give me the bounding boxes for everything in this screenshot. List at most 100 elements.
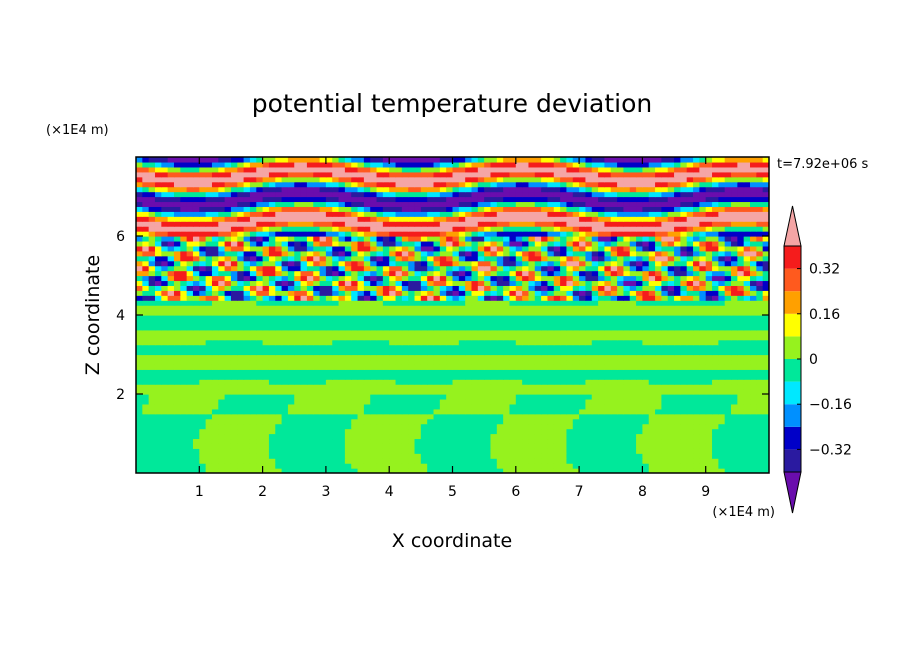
heatmap-cell xyxy=(199,226,207,232)
heatmap-cell xyxy=(237,275,245,282)
heatmap-cell xyxy=(281,280,289,286)
heatmap-cell xyxy=(148,408,156,415)
heatmap-cell xyxy=(655,359,662,365)
heatmap-cell xyxy=(731,349,738,356)
heatmap-cell xyxy=(173,236,181,242)
heatmap-cell xyxy=(427,359,435,365)
heatmap-cell xyxy=(636,240,643,247)
heatmap-cell xyxy=(427,310,435,316)
heatmap-cell xyxy=(199,305,207,311)
heatmap-cell xyxy=(401,260,409,267)
heatmap-cell xyxy=(433,349,441,356)
heatmap-cell xyxy=(693,275,700,282)
heatmap-cell xyxy=(180,359,188,365)
heatmap-cell xyxy=(243,245,251,252)
heatmap-cell xyxy=(319,270,327,277)
heatmap-cell xyxy=(718,379,726,385)
heatmap-cell xyxy=(515,255,523,262)
heatmap-cell xyxy=(642,349,650,356)
heatmap-cell xyxy=(389,334,397,341)
heatmap-cell xyxy=(262,250,270,257)
heatmap-cell xyxy=(262,438,270,444)
heatmap-cell xyxy=(313,265,321,272)
heatmap-cell xyxy=(243,255,251,262)
heatmap-cell xyxy=(509,364,517,370)
heatmap-cell xyxy=(427,369,435,375)
heatmap-cell xyxy=(439,433,447,440)
heatmap-cell xyxy=(243,443,251,449)
heatmap-cell xyxy=(161,344,169,351)
heatmap-cell xyxy=(294,379,302,385)
heatmap-cell xyxy=(718,280,726,286)
heatmap-cell xyxy=(446,290,454,296)
heatmap-cell xyxy=(313,344,321,351)
heatmap-cell xyxy=(452,468,460,473)
heatmap-cell xyxy=(629,374,637,380)
heatmap-cell xyxy=(712,394,719,400)
heatmap-cell xyxy=(579,226,587,232)
heatmap-cell xyxy=(541,226,549,232)
heatmap-cell xyxy=(401,319,409,326)
heatmap-cell xyxy=(591,438,599,444)
heatmap-cell xyxy=(680,334,688,341)
heatmap-cell xyxy=(471,349,479,356)
heatmap-cell xyxy=(237,418,245,425)
heatmap-cell xyxy=(579,265,587,272)
heatmap-cell xyxy=(699,285,707,291)
heatmap-cell xyxy=(458,413,466,420)
heatmap-cell xyxy=(541,394,549,400)
heatmap-cell xyxy=(205,369,213,375)
heatmap-cell xyxy=(522,418,530,425)
heatmap-cell xyxy=(503,305,511,311)
heatmap-cell xyxy=(547,463,555,469)
heatmap-cell xyxy=(750,265,757,272)
heatmap-cell xyxy=(268,349,276,356)
heatmap-cell xyxy=(433,428,441,435)
heatmap-cell xyxy=(262,275,270,282)
heatmap-cell xyxy=(192,468,200,473)
heatmap-cell xyxy=(509,275,517,282)
heatmap-cell xyxy=(477,403,485,410)
heatmap-cell xyxy=(655,389,662,395)
heatmap-cell xyxy=(281,270,289,277)
heatmap-cell xyxy=(731,265,738,272)
heatmap-cell xyxy=(674,423,681,430)
heatmap-cell xyxy=(623,403,631,410)
heatmap-cell xyxy=(610,379,618,385)
heatmap-cell xyxy=(344,245,352,252)
heatmap-cell xyxy=(610,453,618,459)
heatmap-cell xyxy=(477,458,485,464)
heatmap-cell xyxy=(427,260,435,267)
heatmap-cell xyxy=(705,240,713,247)
heatmap-cell xyxy=(629,349,637,356)
heatmap-cell xyxy=(515,270,523,277)
heatmap-cell xyxy=(591,394,599,400)
heatmap-cell xyxy=(636,403,643,410)
heatmap-cell xyxy=(173,364,181,370)
heatmap-cell xyxy=(471,403,479,410)
heatmap-cell xyxy=(370,423,378,430)
heatmap-cell xyxy=(281,344,289,351)
heatmap-cell xyxy=(515,329,523,336)
heatmap-cell xyxy=(591,290,599,296)
heatmap-cell xyxy=(629,260,637,267)
heatmap-cell xyxy=(490,389,498,395)
heatmap-cell xyxy=(534,468,542,473)
heatmap-cell xyxy=(446,438,454,444)
heatmap-cell xyxy=(237,359,245,365)
heatmap-cell xyxy=(154,398,162,405)
heatmap-cell xyxy=(351,384,359,390)
heatmap-cell xyxy=(142,413,150,420)
heatmap-cell xyxy=(705,319,713,326)
heatmap-cell xyxy=(351,354,359,361)
heatmap-cell xyxy=(249,433,257,440)
heatmap-cell xyxy=(743,468,751,473)
heatmap-cell xyxy=(762,250,769,257)
heatmap-cell xyxy=(465,438,473,444)
heatmap-cell xyxy=(382,255,390,262)
heatmap-cell xyxy=(610,423,618,430)
heatmap-cell xyxy=(604,369,612,375)
heatmap-cell xyxy=(224,319,232,326)
heatmap-cell xyxy=(731,319,738,326)
heatmap-cell xyxy=(629,315,637,321)
